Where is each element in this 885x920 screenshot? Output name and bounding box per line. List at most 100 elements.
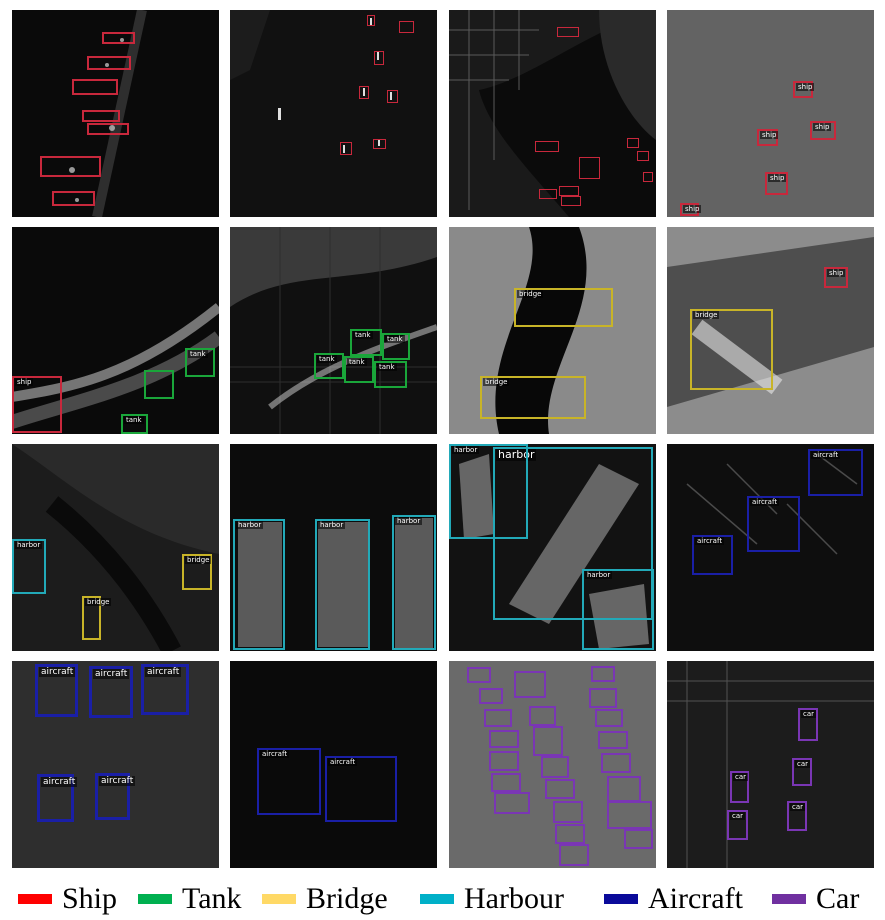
car-box [591,666,615,682]
aircraft-box: aircraft [89,666,133,718]
aircraft-box: aircraft [141,664,189,715]
tank-label: tank [317,355,337,363]
car-box [514,671,546,698]
legend-label-bridge: Bridge [306,882,388,915]
tank-label: tank [347,358,367,366]
ship-box [82,110,120,122]
legend-label-aircraft: Aircraft [648,882,743,915]
car-box: car [727,810,748,840]
car-box [484,709,512,727]
ship-box [579,157,600,179]
ship-label: ship [768,174,787,182]
ship-box: ship [810,121,836,140]
ship-box [387,90,398,103]
car-box [533,726,563,756]
legend-swatch-car [772,894,806,904]
tank-label: tank [188,350,208,358]
harbor-box: harbor [449,444,528,539]
bridge-label: bridge [85,598,112,606]
tank-box: tank [382,333,410,360]
car-box [467,667,491,683]
sar-detection-grid: ship ship ship ship ship ship tank tank … [12,10,874,868]
car-box [489,751,519,771]
aircraft-box: aircraft [808,449,863,496]
car-box [624,829,653,849]
harbor-label: harbor [318,521,346,529]
aircraft-box: aircraft [257,748,321,815]
car-label: car [733,773,749,781]
car-label: car [790,803,806,811]
ship-label: ship [760,131,779,139]
sar-image-r3c1: harbor bridge bridge [12,444,219,651]
bridge-box: bridge [690,309,773,390]
car-label: car [730,812,746,820]
ship-label: ship [683,205,702,213]
tank-box [144,370,174,399]
sar-image-r2c1: ship tank tank [12,227,219,434]
car-box [541,756,569,778]
harbor-label: harbor [585,571,613,579]
harbor-box: harbor [233,519,285,650]
car-box: car [798,708,818,741]
tank-box: tank [121,414,148,434]
harbor-label: harbor [15,541,43,549]
legend-swatch-tank [138,894,172,904]
ship-box [643,172,653,182]
ship-box: ship [12,376,62,433]
ship-box [637,151,649,161]
car-box [489,730,519,748]
ship-label: ship [15,378,34,386]
sar-image-r2c4: ship bridge [667,227,874,434]
car-box: car [792,758,812,786]
legend-item-aircraft: Aircraft [604,878,743,920]
aircraft-label: aircraft [811,451,841,459]
ship-box [399,21,414,33]
harbor-label: harbor [395,517,423,525]
aircraft-label: aircraft [328,758,358,766]
harbor-label: harbor [236,521,264,529]
aircraft-label: aircraft [695,537,725,545]
sar-image-r1c1 [12,10,219,217]
bridge-box: bridge [182,554,212,590]
ship-box [557,27,579,37]
car-box [607,776,641,802]
ship-box [374,51,384,65]
car-box [529,706,556,726]
aircraft-label: aircraft [93,669,130,679]
sar-image-r3c3: harbor harbor harbor [449,444,656,651]
ship-box [359,86,369,99]
harbor-box: harbor [12,539,46,594]
sar-image-r1c2 [230,10,437,217]
sar-image-r4c1: aircraft aircraft aircraft aircraft airc… [12,661,219,868]
car-box [479,688,503,704]
ship-box [40,156,101,177]
ship-box: ship [793,81,815,98]
sar-image-r4c4: car car car car car [667,661,874,868]
sar-image-r2c3: bridge bridge [449,227,656,434]
sar-image-r4c2: aircraft aircraft [230,661,437,868]
sar-image-r2c2: tank tank tank tank tank [230,227,437,434]
ship-box [561,196,581,206]
legend-swatch-ship [18,894,52,904]
aircraft-box: aircraft [37,774,78,822]
sar-image-r1c4: ship ship ship ship ship [667,10,874,217]
aircraft-label: aircraft [41,777,78,787]
sar-image-r4c3 [449,661,656,868]
ship-box [52,191,95,206]
tank-label: tank [385,335,405,343]
car-label: car [795,760,811,768]
legend-label-tank: Tank [182,882,242,915]
car-box [589,688,617,708]
harbor-box: harbor [392,515,436,650]
car-box [494,792,530,814]
car-box: car [730,771,749,803]
aircraft-box: aircraft [692,535,733,575]
car-box [491,773,521,792]
car-box [595,709,623,727]
car-box: car [787,801,807,831]
tank-box: tank [374,361,407,388]
tank-box: tank [314,353,344,379]
legend-item-car: Car [772,878,859,920]
tank-label: tank [377,363,397,371]
tank-box: tank [185,348,215,377]
